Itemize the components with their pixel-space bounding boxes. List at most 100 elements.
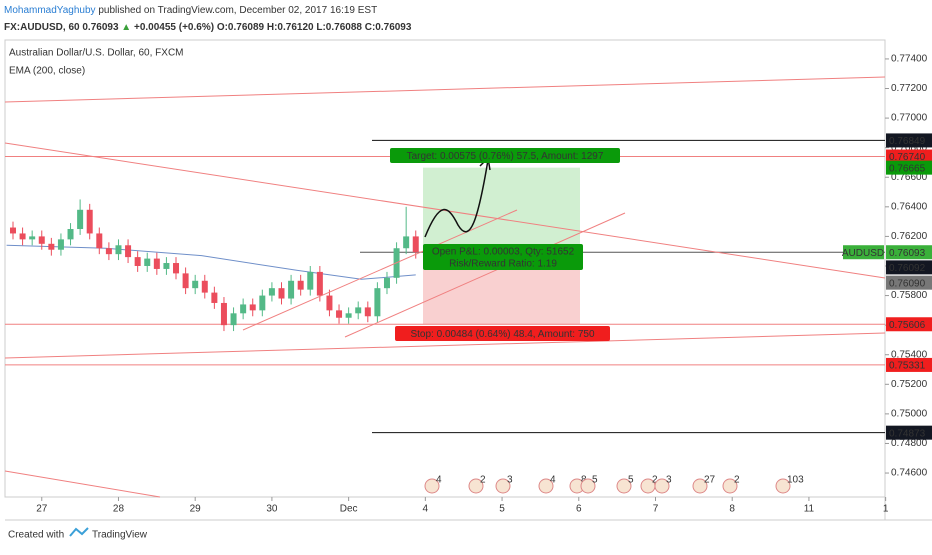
candle-body <box>326 295 333 311</box>
candle-body <box>240 304 247 314</box>
event-count: 2 <box>480 475 486 486</box>
price-marker-label: 0.76090 <box>889 278 926 289</box>
event-icon <box>616 478 632 494</box>
x-tick-label: 8 <box>729 504 735 515</box>
price-marker-label: 0.76849 <box>889 136 926 147</box>
stop-label: Stop: 0.00484 (0.64%) 48.4, Amount: 750 <box>410 329 594 340</box>
x-tick-label: 30 <box>266 504 278 515</box>
trend-line <box>4 332 886 359</box>
price-marker <box>886 275 932 290</box>
x-tick-label: 1 <box>883 504 889 515</box>
event-icon <box>580 478 596 494</box>
author[interactable]: MohammadYaghuby <box>4 5 96 16</box>
price-marker-label: 0.75606 <box>889 320 926 331</box>
candle-body <box>259 295 266 311</box>
price-marker <box>886 357 932 372</box>
event-count: 103 <box>787 475 804 486</box>
ratio-label: Risk/Reward Ratio: 1.19 <box>449 259 557 270</box>
price-marker <box>886 160 932 175</box>
y-tick-label: 0.77400 <box>891 54 928 65</box>
candle-body <box>220 302 227 326</box>
trend-line <box>4 142 886 279</box>
candle-body <box>355 307 362 314</box>
price-marker-label: 0.76665 <box>889 163 926 174</box>
symbol-tag-box <box>843 245 884 260</box>
trend-lines <box>4 76 886 498</box>
symbol-tag: AUDUSD <box>842 248 884 259</box>
candle-body <box>173 263 180 274</box>
candle-body <box>163 263 170 269</box>
event-icon <box>424 478 440 494</box>
candle-body <box>201 280 208 293</box>
indicator-legend: EMA (200, close) <box>9 66 85 77</box>
logo <box>69 527 89 537</box>
target-label-box <box>390 148 620 163</box>
x-tick-label: 27 <box>36 504 48 515</box>
price-marker-label: 0.74873 <box>889 428 926 439</box>
event-icon <box>538 478 554 494</box>
x-tick-label: 29 <box>190 504 202 515</box>
y-tick-label: 0.74600 <box>891 468 928 479</box>
candle-body <box>38 236 45 244</box>
price-marker-label: 0.76093 <box>889 248 926 259</box>
y-tick-label: 0.77200 <box>891 83 928 94</box>
target-zone <box>423 167 580 253</box>
arrow: ▲ <box>121 22 131 33</box>
x-tick-label: 28 <box>113 504 125 515</box>
change: +0.00455 (+0.6%) <box>134 22 214 33</box>
candle-body <box>57 239 64 250</box>
series-title: Australian Dollar/U.S. Dollar, 60, FXCM <box>9 48 184 59</box>
event-icon <box>654 478 670 494</box>
last: 0.76093 <box>82 22 119 33</box>
pnl-label: Open P&L: 0.00003, Qty: 51652 <box>432 247 575 258</box>
candle-body <box>374 288 381 317</box>
trend-line <box>4 470 161 498</box>
event-count: 5 <box>592 475 598 486</box>
price-marker <box>886 245 932 260</box>
price-marker-label: 0.76092 <box>889 263 926 274</box>
candle-body <box>134 257 141 266</box>
channel-line <box>242 209 518 331</box>
event-count: 3 <box>507 475 513 486</box>
event-count: 4 <box>436 475 442 486</box>
event-icon <box>722 478 738 494</box>
footer-brand[interactable]: TradingView <box>92 530 148 541</box>
price-marker <box>886 425 932 440</box>
symbol-line: FX:AUDUSD, 60 0.76093 ▲ +0.00455 (+0.6%)… <box>4 22 412 33</box>
candle-body <box>288 280 295 299</box>
event-count: 5 <box>628 475 634 486</box>
y-tick-label: 0.76600 <box>891 172 928 183</box>
price-marker <box>886 133 932 148</box>
candle-body <box>336 310 343 318</box>
candle-body <box>115 245 122 255</box>
candle-body <box>67 229 74 240</box>
pnl-box <box>423 244 583 270</box>
candle-body <box>48 243 55 250</box>
candle-body <box>297 280 304 290</box>
candle-body <box>364 307 371 317</box>
candle-body <box>19 233 26 240</box>
event-icon <box>495 478 511 494</box>
y-tick-label: 0.74800 <box>891 438 928 449</box>
event-icon <box>468 478 484 494</box>
event-icon <box>692 478 708 494</box>
ohlc: O:0.76089 <box>217 22 265 33</box>
y-tick-label: 0.75400 <box>891 349 928 360</box>
y-tick-label: 0.77000 <box>891 113 928 124</box>
y-tick-label: 0.75800 <box>891 290 928 301</box>
y-tick-label: 0.76400 <box>891 201 928 212</box>
candle-body <box>86 209 93 234</box>
price-marker-label: 0.75331 <box>889 361 926 372</box>
projection-curve <box>424 159 489 238</box>
footer-created: Created with <box>8 530 64 541</box>
trend-line <box>4 76 886 103</box>
price-marker <box>886 317 932 332</box>
candle-body <box>144 258 151 266</box>
candle-body <box>268 288 275 296</box>
candle-body <box>345 313 352 318</box>
candle-body <box>230 313 237 326</box>
candle-body <box>105 248 112 255</box>
